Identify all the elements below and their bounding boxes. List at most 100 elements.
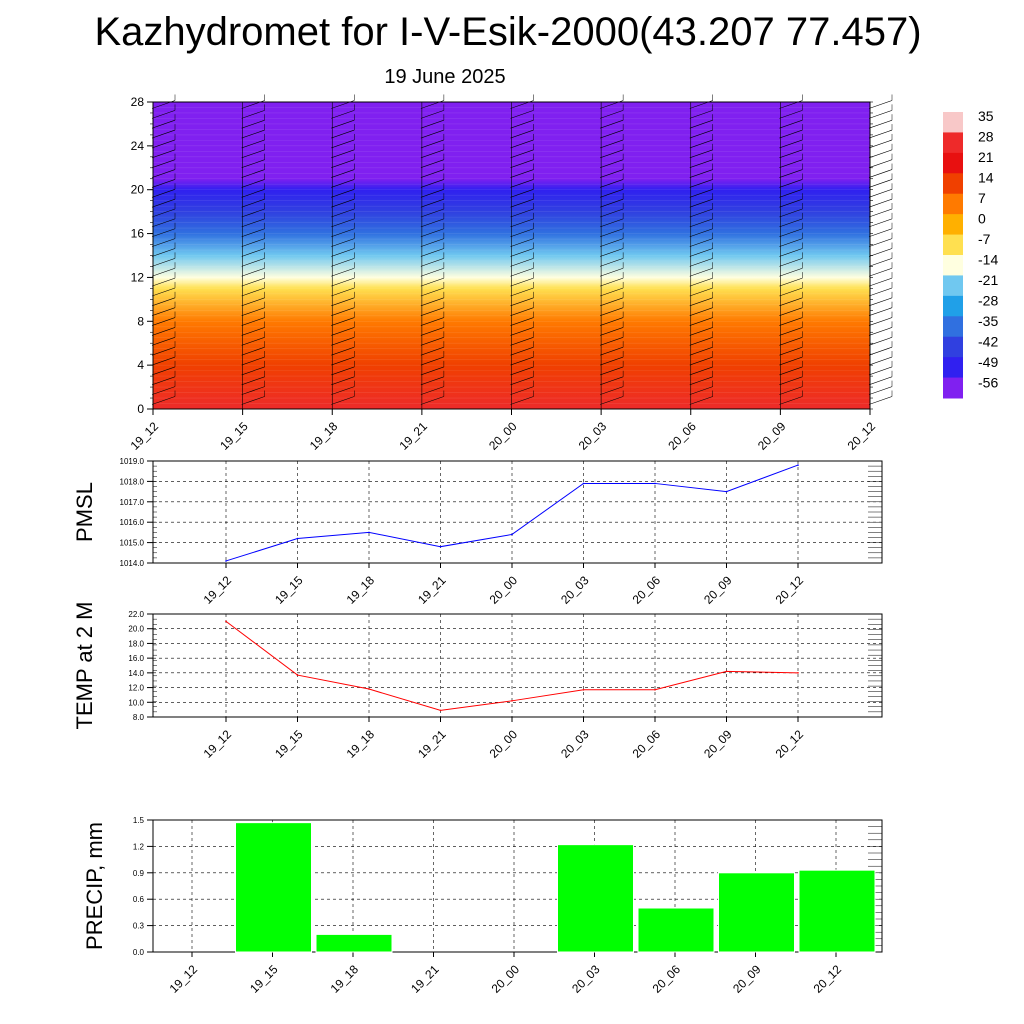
wind-barb (779, 218, 803, 228)
wind-barb (689, 307, 713, 316)
wind-barb (331, 337, 355, 346)
colorbar-label: -14 (978, 252, 998, 268)
y-tick-label: 12 (131, 270, 145, 284)
precip-y-tick-label: 1.5 (133, 816, 145, 825)
pmsl-point (368, 531, 370, 534)
wind-barb (151, 198, 176, 208)
wind-barb (420, 189, 444, 198)
wind-barb (241, 169, 265, 178)
wind-barb (600, 189, 624, 198)
wind-barb (241, 396, 265, 405)
wind-barb (868, 297, 893, 307)
wind-barb (420, 307, 444, 316)
wind-barb (689, 110, 713, 119)
temp-point (582, 688, 585, 691)
pmsl-point (725, 490, 728, 493)
wind-barb (241, 327, 265, 336)
wind-barb (151, 277, 176, 287)
colorbar-band (943, 152, 963, 174)
wind-barb (331, 248, 355, 257)
colorbar-band (943, 214, 963, 236)
temp-y-tick-label: 10.0 (128, 698, 144, 707)
wind-barb (420, 119, 444, 129)
wind-barb (600, 366, 624, 376)
x-tick-label: 19_18 (307, 419, 341, 453)
wind-barb (241, 179, 265, 188)
wind-barb (420, 337, 444, 346)
wind-barb (779, 258, 803, 267)
wind-barb (689, 218, 713, 228)
pmsl-x-tick-label: 20_00 (487, 573, 521, 607)
precip-y-tick-label: 0.9 (133, 869, 145, 878)
wind-barb (331, 297, 355, 307)
wind-barb (331, 267, 355, 277)
colorbar-band (943, 377, 963, 399)
wind-barb (241, 366, 265, 376)
wind-barb (689, 337, 713, 346)
wind-barb (510, 159, 534, 168)
wind-barb (600, 179, 624, 188)
wind-barb (151, 386, 176, 395)
wind-barb (510, 119, 534, 129)
pmsl-point (797, 464, 799, 466)
wind-barb (779, 376, 803, 386)
wind-barb (779, 267, 803, 277)
temp-point (725, 670, 728, 673)
wind-barb (151, 258, 176, 267)
wind-barb (331, 356, 355, 366)
wind-barb (510, 238, 534, 247)
wind-barb (779, 119, 803, 129)
wind-barb (868, 189, 893, 198)
wind-barb (689, 119, 713, 129)
wind-barb (420, 277, 444, 287)
wind-barb (868, 110, 893, 119)
temp-x-tick-label: 19_15 (272, 727, 306, 761)
wind-barb (151, 179, 176, 188)
temp-x-tick-label: 20_06 (630, 727, 664, 761)
wind-barb (331, 208, 355, 218)
wind-barb (689, 258, 713, 267)
colorbar-label: -35 (978, 313, 998, 329)
temp-y-tick-label: 8.0 (133, 713, 145, 722)
precip-x-tick-label: 20_09 (730, 962, 764, 996)
wind-barb (420, 129, 444, 139)
wind-barb (868, 129, 893, 139)
wind-barb (689, 297, 713, 307)
x-tick-label: 20_00 (486, 419, 520, 453)
wind-barb (779, 110, 803, 119)
wind-barb (600, 110, 624, 119)
wind-barb (779, 307, 803, 316)
pmsl-panel: 1014.0 1015.0 1016.0 1017.0 1018.0 1019.0 19_1… (72, 457, 883, 607)
wind-barb (600, 376, 624, 386)
wind-barb (331, 228, 355, 238)
colorbar-label: 21 (978, 149, 994, 165)
wind-barb (868, 327, 893, 336)
wind-barb (151, 297, 176, 307)
y-tick-label: 4 (137, 358, 144, 372)
precip-bar (235, 822, 312, 953)
wind-barb (779, 386, 803, 395)
precip-bar (637, 907, 715, 953)
colorbar: 35 28 21 14 7 0 -7 -14 -21 -28 -35 -42 -49 -56 (943, 108, 998, 399)
wind-barb (868, 159, 893, 168)
wind-barb (331, 376, 355, 386)
temp-point (439, 709, 442, 712)
wind-barb (689, 129, 713, 139)
pmsl-y-tick-label: 1015.0 (120, 539, 145, 548)
wind-barb (779, 317, 803, 326)
wind-barb (689, 346, 713, 356)
wind-barb (241, 159, 265, 168)
wind-barb (779, 346, 803, 356)
wind-barb (151, 149, 176, 159)
temp-y-tick-label: 16.0 (128, 654, 144, 663)
precip-bar (798, 869, 876, 953)
wind-barb (510, 169, 534, 178)
wind-barb (151, 337, 176, 346)
pmsl-point (654, 482, 656, 485)
wind-barb (600, 258, 624, 267)
wind-barb (331, 110, 355, 119)
temp-x-tick-label: 20_09 (701, 727, 735, 761)
pmsl-point (511, 533, 513, 536)
wind-barb (600, 238, 624, 247)
temp-y-tick-label: 22.0 (128, 610, 144, 619)
